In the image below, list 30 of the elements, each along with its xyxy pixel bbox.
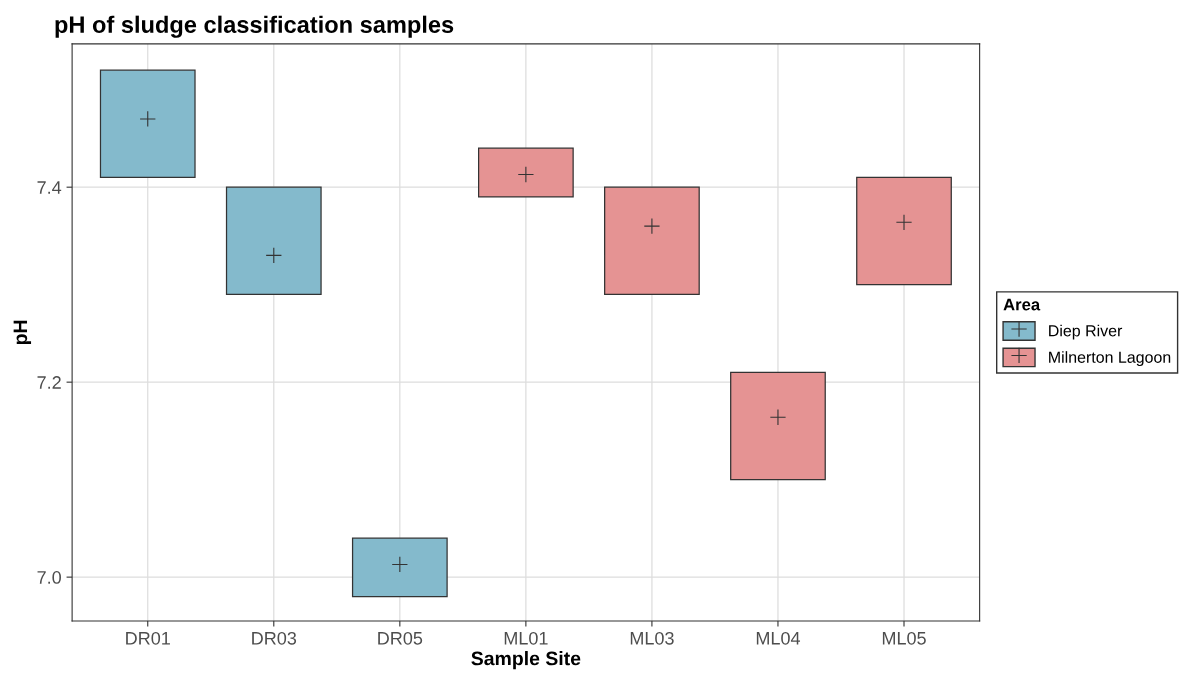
bar <box>604 186 700 296</box>
x-tick-label: ML03 <box>630 631 674 645</box>
bar <box>99 69 196 179</box>
bar <box>730 371 826 481</box>
y-tick-label: 7.0 <box>37 571 61 584</box>
x-tick-label: ML05 <box>882 631 926 645</box>
bar <box>225 186 322 296</box>
x-tick-label: DR01 <box>126 631 170 645</box>
bar <box>351 537 448 598</box>
bar <box>856 176 952 286</box>
legend-label: Diep River <box>1049 324 1123 340</box>
x-tick-label: ML01 <box>504 631 548 645</box>
x-tick-label: ML04 <box>756 631 801 645</box>
x-tick-label: DR05 <box>378 631 423 645</box>
y-axis-title: pH <box>13 320 32 345</box>
legend-title: Area <box>1003 298 1041 311</box>
bar <box>477 147 574 198</box>
y-tick-label: 7.4 <box>37 181 62 194</box>
point <box>643 217 661 235</box>
legend-label: Milnerton Lagoon <box>1049 351 1171 367</box>
point <box>265 247 282 264</box>
x-tick-label: DR03 <box>252 631 297 645</box>
x-axis-title: Sample Site <box>471 651 581 670</box>
point <box>895 214 913 231</box>
point <box>391 556 409 573</box>
chart-title: pH of sludge classification samples <box>55 15 454 38</box>
point <box>769 409 787 426</box>
point <box>139 110 156 128</box>
point <box>517 166 535 183</box>
y-tick-label: 7.2 <box>37 376 61 389</box>
